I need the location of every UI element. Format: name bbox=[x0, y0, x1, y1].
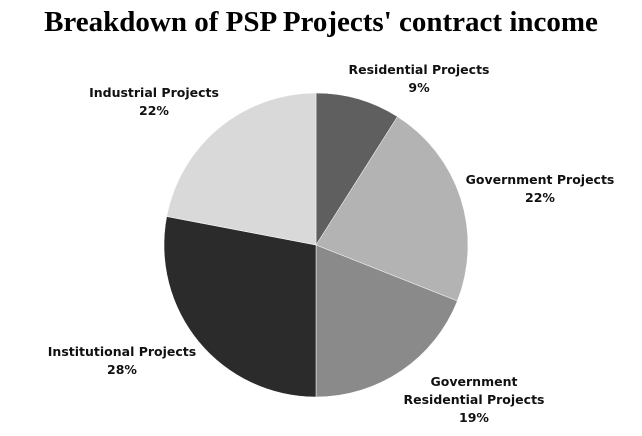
slice-category-label: Residential Projects bbox=[404, 392, 545, 407]
chart-title: Breakdown of PSP Projects' contract inco… bbox=[44, 6, 598, 38]
slice-value-label: 28% bbox=[107, 362, 137, 377]
pie-slice-government-projects bbox=[315, 116, 469, 302]
slice-category-label: Government bbox=[431, 374, 518, 389]
slice-category-label: Government Projects bbox=[466, 172, 615, 187]
pie-slice-government-residential-projects bbox=[315, 244, 458, 398]
slice-category-label: Industrial Projects bbox=[89, 85, 219, 100]
slice-value-label: 22% bbox=[525, 190, 555, 205]
slice-category-label: Institutional Projects bbox=[48, 344, 196, 359]
pie-slice-residential-projects bbox=[315, 92, 398, 246]
slice-value-label: 19% bbox=[459, 410, 489, 425]
slice-category-label: Residential Projects bbox=[349, 62, 490, 77]
slice-value-label: 9% bbox=[408, 80, 430, 95]
pie-slice-industrial-projects bbox=[166, 92, 317, 246]
slice-value-label: 22% bbox=[139, 103, 169, 118]
pie-slice-institutional-projects bbox=[163, 216, 317, 398]
